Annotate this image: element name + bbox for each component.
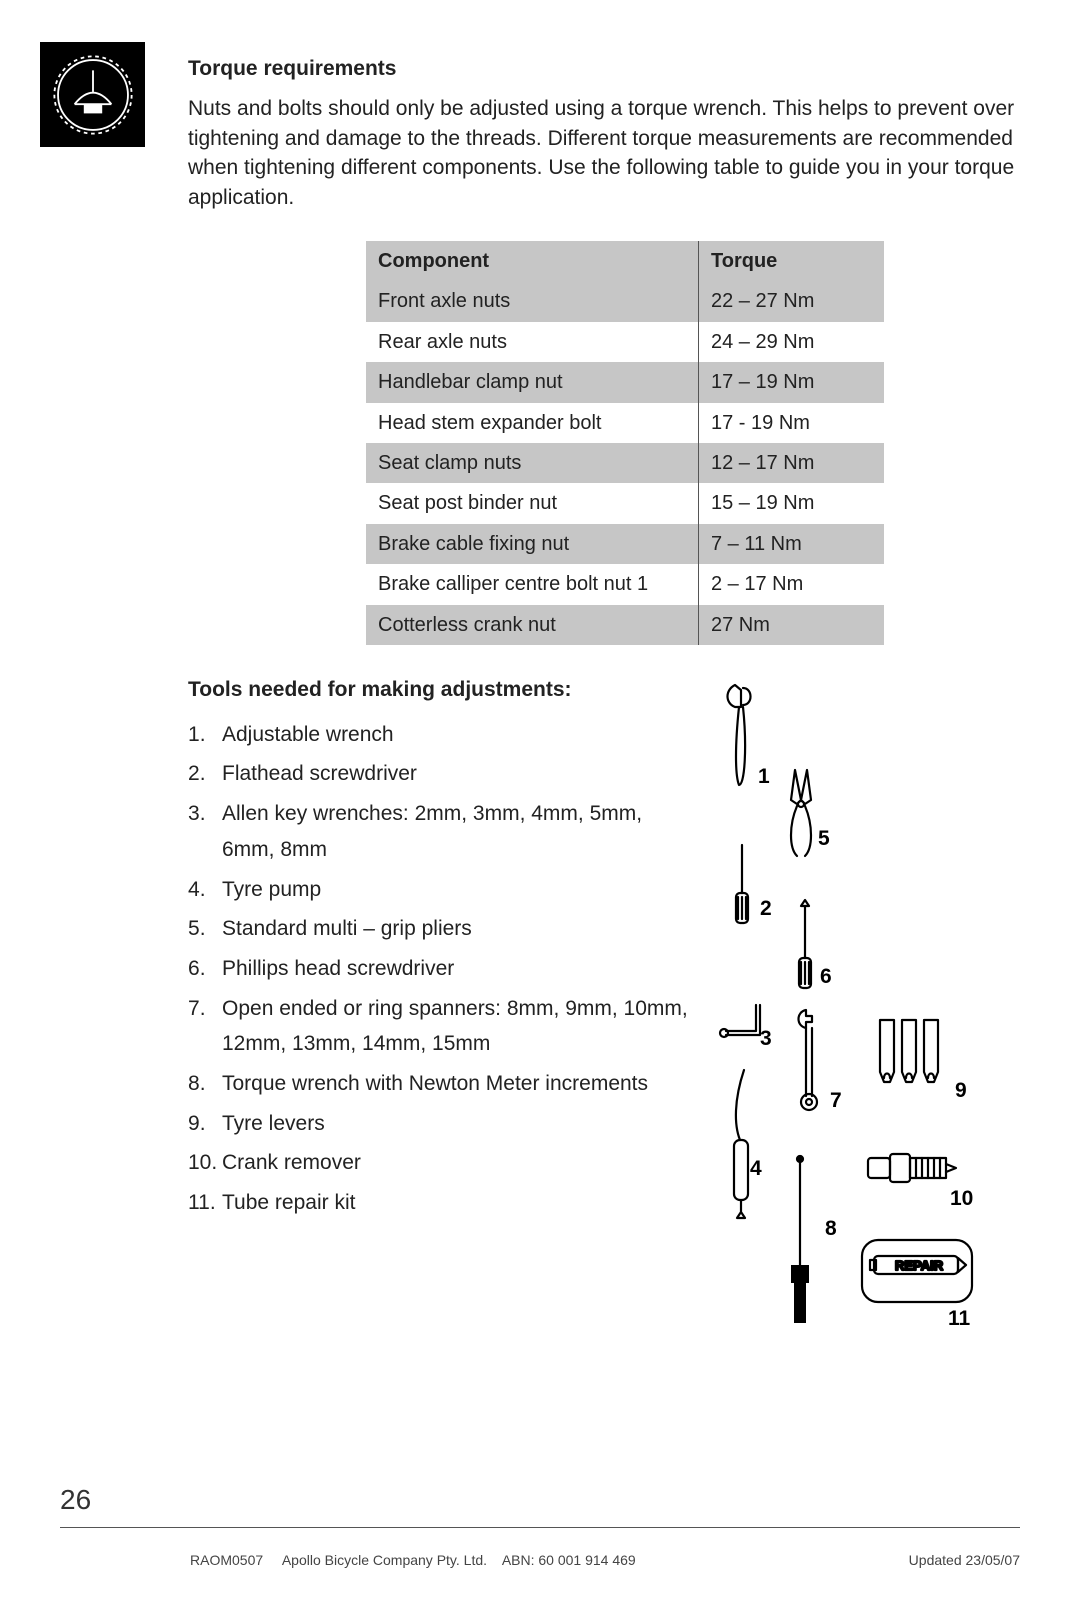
- page-number: 26: [60, 1484, 91, 1516]
- footer-rule: [60, 1527, 1020, 1528]
- footer-text: RAOM0507 Apollo Bicycle Company Pty. Ltd…: [190, 1552, 636, 1568]
- list-item: Open ended or ring spanners: 8mm, 9mm, 1…: [188, 991, 690, 1062]
- table-row: Front axle nuts22 – 27 Nm: [366, 281, 884, 321]
- footer-updated: Updated 23/05/07: [909, 1552, 1020, 1568]
- tool-number-label: 4: [750, 1157, 762, 1180]
- component-cell: Seat clamp nuts: [366, 443, 699, 483]
- list-item: Tyre pump: [188, 872, 690, 908]
- company-name: Apollo Bicycle Company Pty. Ltd.: [282, 1552, 487, 1568]
- manual-page: Torque requirements Nuts and bolts shoul…: [0, 0, 1080, 1616]
- table-row: Cotterless crank nut27 Nm: [366, 605, 884, 645]
- table-row: Seat post binder nut15 – 19 Nm: [366, 483, 884, 523]
- list-item: Standard multi – grip pliers: [188, 911, 690, 947]
- repair-label: REPAIR: [895, 1258, 944, 1273]
- tool-number-label: 1: [758, 765, 770, 788]
- table-row: Seat clamp nuts12 – 17 Nm: [366, 443, 884, 483]
- table-header-component: Component: [366, 241, 699, 281]
- component-cell: Brake calliper centre bolt nut 1: [366, 564, 699, 604]
- list-item: Adjustable wrench: [188, 717, 690, 753]
- table-row: Rear axle nuts24 – 29 Nm: [366, 322, 884, 362]
- gear-wrench-icon: [40, 42, 145, 147]
- tool-number-label: 6: [820, 965, 832, 988]
- torque-cell: 12 – 17 Nm: [699, 443, 885, 483]
- torque-cell: 7 – 11 Nm: [699, 524, 885, 564]
- torque-cell: 22 – 27 Nm: [699, 281, 885, 321]
- tool-number-label: 10: [950, 1187, 973, 1210]
- torque-paragraph: Nuts and bolts should only be adjusted u…: [188, 94, 1020, 213]
- tool-number-label: 7: [830, 1089, 842, 1112]
- component-cell: Rear axle nuts: [366, 322, 699, 362]
- list-item: Phillips head screwdriver: [188, 951, 690, 987]
- list-item: Flathead screwdriver: [188, 756, 690, 792]
- table-row: Head stem expander bolt17 - 19 Nm: [366, 403, 884, 443]
- torque-cell: 24 – 29 Nm: [699, 322, 885, 362]
- torque-cell: 17 – 19 Nm: [699, 362, 885, 402]
- torque-cell: 15 – 19 Nm: [699, 483, 885, 523]
- table-row: Brake calliper centre bolt nut 12 – 17 N…: [366, 564, 884, 604]
- tools-diagram: REPAIR 1 5 2 6 3 7 9 4 10 8 11: [690, 675, 1020, 1384]
- tool-number-label: 9: [955, 1079, 967, 1102]
- tools-heading: Tools needed for making adjustments:: [188, 675, 690, 705]
- list-item: Tube repair kit: [188, 1185, 690, 1221]
- table-row: Handlebar clamp nut17 – 19 Nm: [366, 362, 884, 402]
- abn: ABN: 60 001 914 469: [502, 1552, 636, 1568]
- table-header-torque: Torque: [699, 241, 885, 281]
- list-item: Torque wrench with Newton Meter incremen…: [188, 1066, 690, 1102]
- torque-heading: Torque requirements: [188, 54, 1020, 84]
- doc-code: RAOM0507: [190, 1552, 263, 1568]
- component-cell: Front axle nuts: [366, 281, 699, 321]
- tools-list: Adjustable wrenchFlathead screwdriver All…: [188, 717, 690, 1221]
- torque-cell: 17 - 19 Nm: [699, 403, 885, 443]
- list-item: Allen key wrenches: 2mm, 3mm, 4mm, 5mm, …: [188, 796, 690, 867]
- torque-cell: 27 Nm: [699, 605, 885, 645]
- component-cell: Cotterless crank nut: [366, 605, 699, 645]
- tool-number-label: 2: [760, 897, 772, 920]
- torque-table: Component Torque Front axle nuts22 – 27 …: [366, 241, 884, 645]
- torque-cell: 2 – 17 Nm: [699, 564, 885, 604]
- content-column: Torque requirements Nuts and bolts shoul…: [188, 54, 1020, 1384]
- component-cell: Head stem expander bolt: [366, 403, 699, 443]
- list-item: Crank remover: [188, 1145, 690, 1181]
- table-row: Brake cable fixing nut7 – 11 Nm: [366, 524, 884, 564]
- component-cell: Seat post binder nut: [366, 483, 699, 523]
- tool-number-label: 8: [825, 1217, 837, 1240]
- tool-number-label: 5: [818, 827, 830, 850]
- component-cell: Handlebar clamp nut: [366, 362, 699, 402]
- tool-number-label: 3: [760, 1027, 772, 1050]
- list-item: Tyre levers: [188, 1106, 690, 1142]
- tool-number-label: 11: [948, 1307, 971, 1330]
- component-cell: Brake cable fixing nut: [366, 524, 699, 564]
